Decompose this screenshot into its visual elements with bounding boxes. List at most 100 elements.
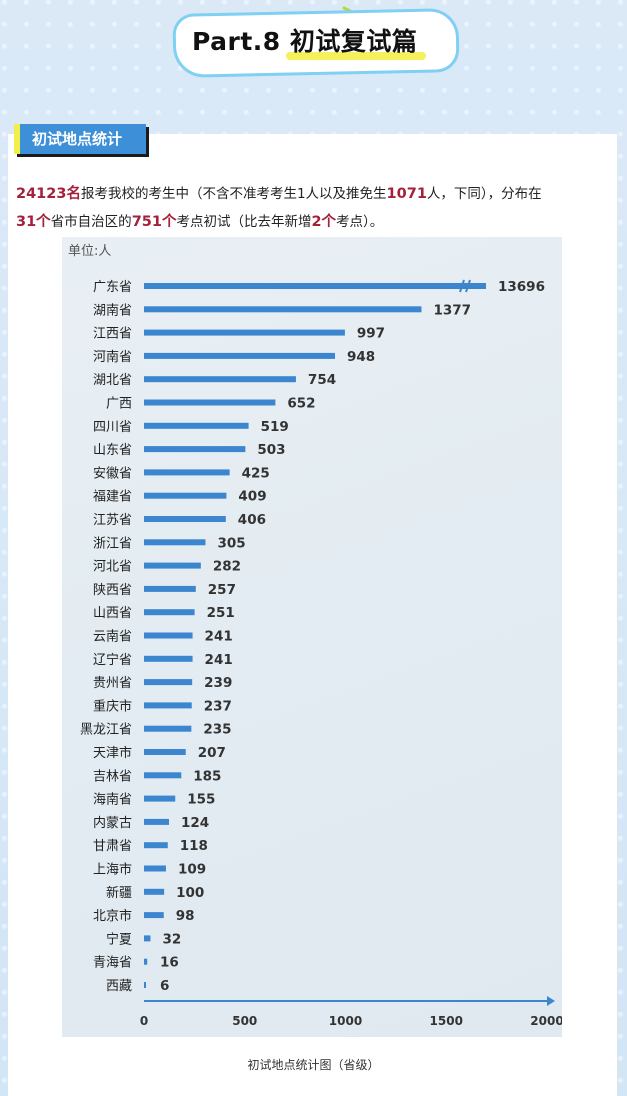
value-label: 241 — [205, 629, 233, 645]
category-label: 重庆市 — [93, 698, 132, 714]
category-label: 甘肃省 — [93, 839, 132, 854]
category-label: 吉林省 — [93, 769, 132, 784]
category-label: 宁夏 — [106, 931, 132, 947]
category-label: 上海市 — [93, 862, 132, 878]
x-axis-arrow — [547, 996, 555, 1006]
value-label: 948 — [347, 349, 375, 365]
value-label: 519 — [261, 419, 289, 435]
value-label: 98 — [176, 908, 195, 924]
category-label: 福建省 — [93, 490, 132, 505]
category-label: 江西省 — [93, 327, 132, 342]
bar — [144, 702, 192, 709]
category-label: 江苏省 — [93, 512, 132, 528]
category-label: 山西省 — [93, 606, 132, 621]
value-label: 503 — [257, 442, 285, 458]
bar — [144, 329, 345, 336]
intro-text-3: 省市自治区的 — [50, 214, 132, 230]
value-label: 652 — [287, 396, 315, 412]
value-label: 406 — [238, 512, 266, 528]
x-tick-label: 1500 — [430, 1014, 463, 1028]
category-label: 青海省 — [93, 956, 132, 971]
value-label: 237 — [204, 698, 232, 714]
bar — [144, 912, 164, 919]
bar — [144, 539, 206, 546]
axis-break-mark — [459, 279, 465, 293]
bar — [144, 772, 182, 779]
section-tag: 初试地点统计 — [14, 124, 146, 154]
bar — [144, 865, 166, 872]
value-label: 235 — [203, 722, 231, 738]
bar — [144, 609, 195, 616]
bar — [144, 283, 486, 289]
intro-exempt-count: 1071 — [386, 186, 427, 202]
value-label: 241 — [205, 652, 233, 668]
intro-site-count: 751个 — [131, 214, 177, 230]
category-label: 贵州省 — [93, 676, 132, 691]
bar-segment — [466, 283, 484, 289]
bar — [144, 469, 230, 476]
value-label: 155 — [187, 792, 215, 808]
bar — [144, 492, 227, 499]
category-label: 西藏 — [106, 979, 132, 994]
value-label: 305 — [217, 535, 245, 551]
value-label: 109 — [178, 862, 206, 878]
bar — [144, 446, 246, 453]
value-label: 282 — [213, 559, 241, 575]
bar — [144, 795, 176, 802]
value-label: 997 — [357, 326, 385, 342]
value-label: 754 — [308, 372, 336, 388]
intro-text-2: 人，下同），分布在 — [426, 186, 542, 202]
bar — [144, 725, 192, 732]
category-label: 浙江省 — [93, 536, 132, 551]
x-tick-label: 0 — [140, 1014, 148, 1028]
x-tick-label: 1000 — [329, 1014, 362, 1028]
category-label: 新疆 — [106, 885, 132, 901]
category-label: 北京市 — [93, 908, 132, 924]
bar — [144, 422, 249, 429]
bar — [144, 516, 226, 522]
chart-caption: 初试地点统计图（省级） — [247, 1058, 380, 1072]
value-label: 239 — [204, 675, 232, 691]
bar — [144, 982, 146, 988]
category-label: 内蒙古 — [93, 815, 132, 831]
bar — [144, 888, 165, 895]
unit-label: 单位:人 — [68, 244, 111, 259]
intro-paragraph: 24123名报考我校的考生中（不含不准考考生1人以及推免生1071人，下同），分… — [16, 180, 612, 236]
category-label: 安徽省 — [93, 466, 132, 481]
bar — [144, 562, 201, 569]
bar — [144, 632, 193, 639]
value-label: 251 — [207, 605, 235, 621]
value-label: 1377 — [433, 302, 471, 318]
value-label: 257 — [208, 582, 236, 598]
intro-new-sites: 2个 — [311, 214, 337, 230]
category-label: 湖南省 — [93, 302, 132, 318]
value-label: 124 — [181, 815, 209, 831]
category-label: 辽宁省 — [93, 652, 132, 668]
bar — [144, 935, 151, 942]
x-tick-label: 2000 — [530, 1014, 562, 1028]
bar — [144, 958, 148, 965]
chart-container: 单位:人 广东省 13696 湖南省 1377 江西省 997 河南省 948 湖北省 754 广西 6… — [62, 237, 562, 1037]
category-label: 河北省 — [93, 560, 132, 575]
value-label: 425 — [242, 465, 270, 481]
header-banner: Part.8 初试复试篇 — [150, 6, 480, 80]
category-label: 海南省 — [93, 792, 132, 808]
bar — [144, 399, 276, 406]
bar — [144, 376, 296, 383]
value-label: 100 — [176, 885, 204, 901]
category-label: 广东省 — [93, 280, 132, 295]
bar — [144, 818, 169, 825]
value-label: 13696 — [498, 279, 545, 295]
value-label: 185 — [193, 768, 221, 784]
intro-province-count: 31个 — [16, 214, 51, 230]
intro-total-count: 24123名 — [16, 186, 81, 202]
bar — [144, 749, 186, 755]
category-label: 天津市 — [93, 745, 132, 761]
intro-text-4: 考点初试（比去年新增 — [176, 214, 312, 230]
bar — [144, 352, 336, 359]
value-label: 16 — [160, 955, 179, 971]
category-label: 陕西省 — [93, 583, 132, 598]
header-highlight — [286, 52, 426, 60]
bar — [144, 306, 422, 313]
